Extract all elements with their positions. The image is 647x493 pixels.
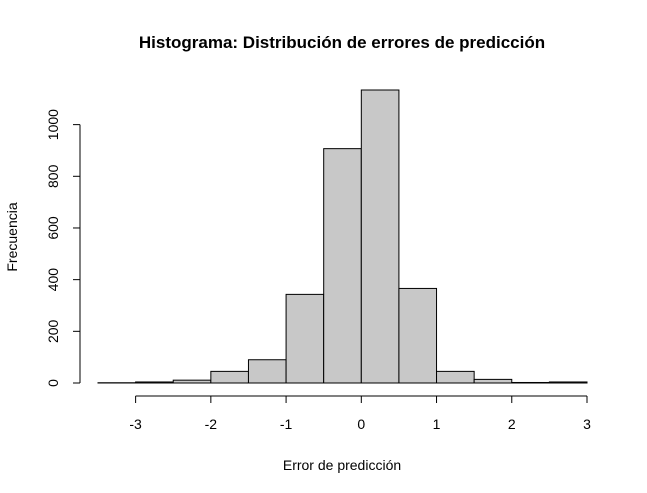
histogram-bar [285,293,325,384]
x-tick-label: -1 [280,416,293,432]
y-axis-label: Frecuencia [4,202,20,271]
x-tick-label: -2 [205,416,218,432]
histogram-bar [210,370,249,384]
x-tick-label: 2 [508,416,516,432]
y-tick-label: 400 [45,268,61,292]
histogram-bar [548,381,588,384]
y-tick-label: 600 [45,216,61,240]
histogram-bar [323,148,362,384]
y-tick-label: 200 [45,319,61,343]
y-tick-label: 800 [45,164,61,188]
x-axis-ticks: -3 -2 -1 0 1 2 3 [129,396,591,432]
histogram-bar [436,370,475,384]
x-tick-label: 3 [583,416,591,432]
histogram-bar [135,381,174,384]
y-tick-label: 1000 [45,109,61,140]
y-tick-label: 0 [45,379,61,387]
histogram-bar [511,381,550,384]
histogram-bar [473,378,513,384]
bars [97,89,588,384]
histogram-bar [398,287,438,384]
x-tick-label: -3 [129,416,142,432]
x-tick-label: 0 [357,416,365,432]
histogram-bar [172,379,212,384]
x-axis-label: Error de predicción [283,457,401,473]
x-tick-label: 1 [433,416,441,432]
histogram-bar [247,359,287,384]
histogram-bar [360,89,400,384]
chart-title: Histograma: Distribución de errores de p… [139,33,545,52]
y-axis-ticks: 0 200 400 600 800 1000 [45,109,80,387]
